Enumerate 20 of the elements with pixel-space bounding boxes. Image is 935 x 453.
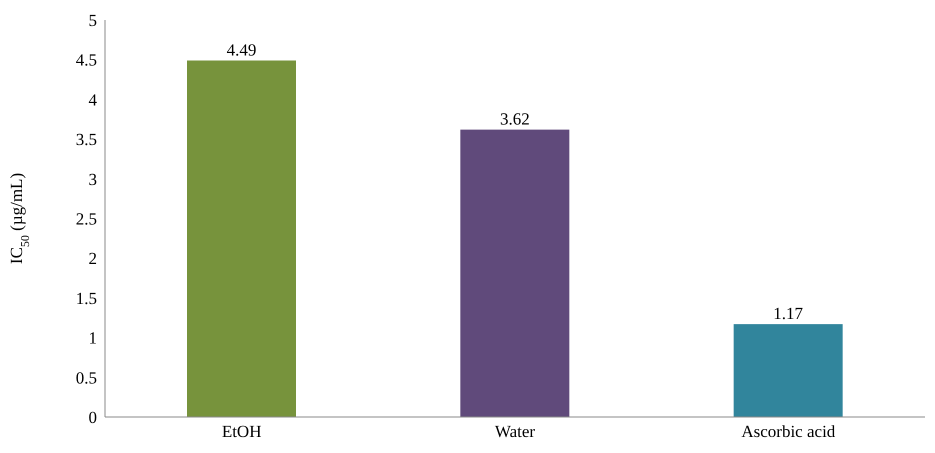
x-tick-label: Ascorbic acid (741, 422, 836, 442)
bar (187, 60, 296, 417)
y-tick-label: 3.5 (76, 130, 97, 150)
bar (460, 130, 570, 417)
bar (734, 324, 843, 417)
y-tick-label: 4.5 (76, 50, 97, 70)
y-tick-label: 1 (88, 328, 97, 348)
y-tick-label: 3 (88, 170, 97, 189)
y-tick-label: 5 (88, 11, 97, 30)
y-tick-label: 2.5 (76, 210, 97, 229)
y-tick-label: 4 (88, 90, 98, 110)
x-tick-label: Water (494, 422, 536, 442)
y-tick-label: 2 (88, 249, 97, 268)
data-label: 3.62 (500, 110, 530, 129)
y-tick-label: 0.5 (76, 368, 97, 388)
x-tick-label: EtOH (222, 422, 262, 442)
y-tick-label: 1.5 (76, 288, 97, 308)
data-label: 1.17 (773, 304, 804, 324)
y-tick-label: 0 (88, 408, 97, 428)
data-label: 4.49 (226, 40, 256, 60)
